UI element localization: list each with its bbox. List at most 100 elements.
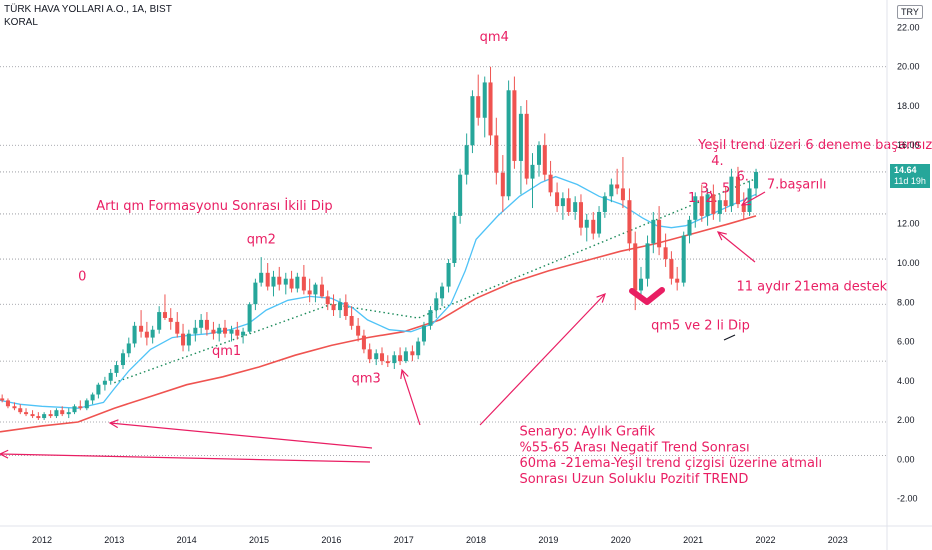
arrow-to-ema21-support xyxy=(717,231,756,263)
candle-body-9 xyxy=(54,410,59,417)
ema60-line xyxy=(0,215,757,433)
annotation-ema21-support-note: 11 aydır 21ema destek xyxy=(737,279,888,294)
y-axis[interactable]: 22.0020.0018.0016.0014.0012.0010.008.006… xyxy=(886,0,920,550)
x-tick-label-6: 2018 xyxy=(466,535,486,545)
y-tick-label-8: 6.00 xyxy=(897,337,915,347)
annotation-try-6: 6. xyxy=(737,170,749,185)
candle-body-54 xyxy=(325,296,330,305)
arrow-to-success-head xyxy=(740,197,752,206)
indicator-label[interactable]: KORAL xyxy=(4,17,38,28)
annotation-try-1: 1. xyxy=(688,191,700,206)
annotation-try-5: 5 xyxy=(722,181,730,196)
candle-body-91 xyxy=(548,174,553,193)
green-trend-line xyxy=(114,177,757,384)
ema21-layer xyxy=(0,175,757,409)
candle-body-23 xyxy=(139,325,144,332)
candle-body-116 xyxy=(699,196,704,216)
ema60-layer xyxy=(0,215,757,433)
candle-body-51 xyxy=(307,290,312,295)
candle-body-92 xyxy=(555,192,560,207)
last-price-value: 14.64 xyxy=(894,165,917,175)
candle-body-8 xyxy=(48,414,53,417)
candle-body-46 xyxy=(277,276,282,285)
candle-body-82 xyxy=(494,135,499,173)
arrow-to-ema60-2012-head xyxy=(108,419,119,429)
candle-body-4 xyxy=(24,412,29,415)
candle-body-5 xyxy=(30,414,35,417)
candle-body-111 xyxy=(669,259,674,279)
trend-line-layer xyxy=(114,177,757,384)
candle-body-99 xyxy=(597,211,602,234)
candle-body-85 xyxy=(512,90,517,161)
candle-body-32 xyxy=(193,327,198,334)
candle-body-39 xyxy=(235,329,240,336)
candle-body-11 xyxy=(66,412,71,415)
x-tick-label-10: 2022 xyxy=(755,535,775,545)
candle-body-113 xyxy=(681,235,686,283)
candle-body-77 xyxy=(464,145,469,175)
candle-body-50 xyxy=(301,276,306,291)
annotation-scenario-line-1: Senaryo: Aylık Grafik xyxy=(519,425,655,440)
annotation-qm1: qm1 xyxy=(212,344,241,359)
candle-body-13 xyxy=(78,406,83,409)
candle-body-56 xyxy=(338,302,343,311)
candle-body-121 xyxy=(729,176,734,207)
arrow-to-qm3-head xyxy=(400,368,409,379)
candle-body-60 xyxy=(361,335,366,350)
candle-body-44 xyxy=(265,272,270,287)
candles-layer xyxy=(0,66,759,421)
candle-body-88 xyxy=(530,164,535,179)
candle-body-45 xyxy=(271,276,276,287)
candle-body-71 xyxy=(428,310,433,326)
x-axis[interactable]: 2012 2013 2014 2015 2016 2017 2018 2019 2020 2021… xyxy=(0,525,932,545)
candle-body-26 xyxy=(157,312,162,330)
annotations-layer: qm4 0 qm2 qm1 qm3 Artı qm Formasyonu Sonrası … xyxy=(78,30,932,487)
candle-body-89 xyxy=(536,145,542,165)
candle-body-76 xyxy=(458,174,463,216)
candle-body-20 xyxy=(120,353,126,366)
candle-body-105 xyxy=(633,243,638,291)
symbol-title[interactable]: TÜRK HAVA YOLLARI A.O., 1A, BIST xyxy=(4,4,172,15)
candle-body-106 xyxy=(638,278,644,291)
candle-body-114 xyxy=(687,219,692,236)
y-tick-label-6: 10.00 xyxy=(897,258,920,268)
candle-body-35 xyxy=(211,329,216,334)
candle-body-34 xyxy=(204,319,209,330)
candle-body-47 xyxy=(283,278,288,285)
candle-body-49 xyxy=(295,276,300,289)
y-tick-label-0: 22.00 xyxy=(897,22,920,32)
candle-body-53 xyxy=(319,284,324,297)
arrow-to-ema21-support-head xyxy=(716,231,727,241)
candle-body-24 xyxy=(144,331,149,338)
annotation-qm4: qm4 xyxy=(480,30,509,45)
candle-body-101 xyxy=(609,184,614,197)
annotation-scenario-line-3: 60ma -21ema-Yeşil trend çizgisi üzerine … xyxy=(519,456,822,471)
candle-body-17 xyxy=(102,380,107,385)
candle-body-30 xyxy=(181,333,186,346)
arrow-to-qm3 xyxy=(401,369,421,426)
candle-body-41 xyxy=(247,304,252,332)
candle-body-62 xyxy=(374,353,379,360)
candle-body-3 xyxy=(18,408,23,413)
candle-body-59 xyxy=(356,325,361,336)
candle-body-107 xyxy=(645,243,650,279)
currency-badge[interactable]: TRY xyxy=(897,5,923,19)
candle-body-19 xyxy=(114,365,119,373)
candle-body-61 xyxy=(367,349,372,360)
drawing-stroke xyxy=(723,334,736,341)
annotation-try-3: 3. xyxy=(700,181,712,196)
candle-body-109 xyxy=(657,219,662,248)
candle-body-63 xyxy=(379,353,385,362)
candle-body-31 xyxy=(186,333,191,346)
candle-body-87 xyxy=(524,113,529,179)
candle-body-6 xyxy=(36,416,41,419)
last-price-tag[interactable]: 14.64 11d 19h xyxy=(890,164,930,188)
candle-body-52 xyxy=(313,284,318,295)
y-tick-label-11: 0.00 xyxy=(897,454,915,464)
candle-body-68 xyxy=(410,351,415,356)
candle-body-21 xyxy=(126,343,131,354)
x-tick-label-0: 2012 xyxy=(32,535,52,545)
candle-body-90 xyxy=(542,145,547,175)
x-tick-label-4: 2016 xyxy=(321,535,341,545)
